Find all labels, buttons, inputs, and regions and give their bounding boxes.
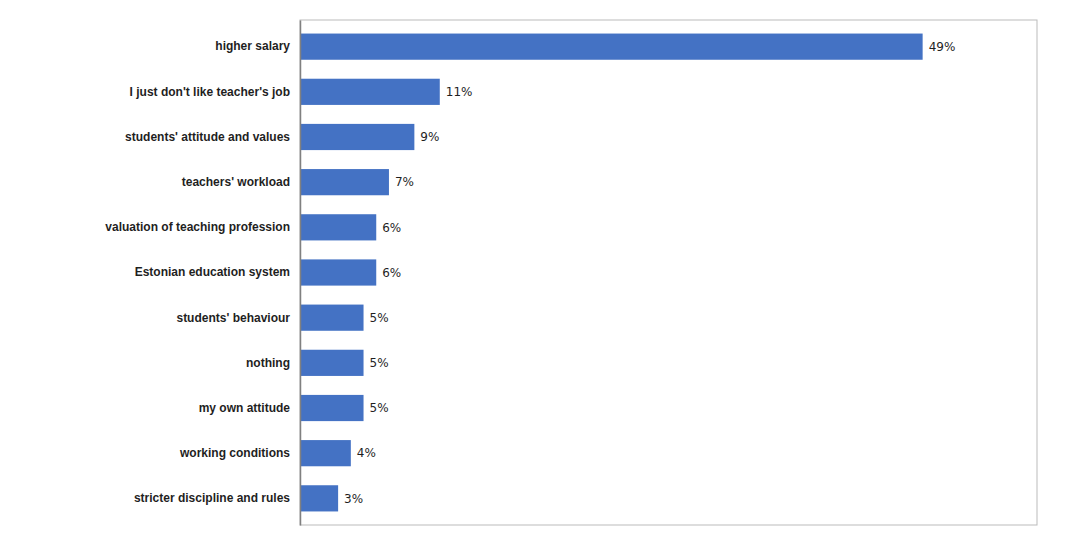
data-label: 6%: [382, 266, 401, 280]
bar: [300, 79, 440, 105]
y-tick: my own attitude: [199, 401, 300, 415]
y-tick-label: Estonian education system: [135, 265, 290, 279]
data-label: 4%: [357, 446, 376, 460]
bar: [300, 169, 389, 195]
data-label: 5%: [370, 401, 389, 415]
y-axis: higher salary I just don't like teacher's…: [105, 21, 300, 526]
y-tick-label: stricter discipline and rules: [134, 491, 290, 505]
bar: [300, 214, 376, 240]
data-label: 3%: [344, 492, 363, 506]
bars: [300, 34, 923, 512]
y-tick-label: valuation of teaching profession: [105, 220, 290, 234]
data-label: 7%: [395, 175, 414, 189]
y-tick-label: higher salary: [215, 39, 290, 53]
y-tick-label: students' behaviour: [176, 311, 290, 325]
y-tick: higher salary: [215, 39, 300, 53]
plot-area: 3% 4% 5% 5% 5% 6% 6% 7% 9% 11% 49% higher salary I j…: [105, 20, 1037, 526]
y-tick: valuation of teaching profession: [105, 220, 300, 234]
data-label: 5%: [370, 311, 389, 325]
bar: [300, 440, 351, 466]
y-tick-label: working conditions: [179, 446, 290, 460]
data-label: 9%: [420, 130, 439, 144]
bar: [300, 124, 414, 150]
data-label: 49%: [929, 40, 956, 54]
y-tick: nothing: [246, 356, 300, 370]
data-labels: 3% 4% 5% 5% 5% 6% 6% 7% 9% 11% 49%: [344, 40, 955, 506]
y-tick-label: students' attitude and values: [125, 130, 290, 144]
plot-frame: [300, 20, 1037, 525]
y-tick: students' attitude and values: [125, 130, 300, 144]
data-label: 11%: [446, 85, 473, 99]
y-tick: stricter discipline and rules: [134, 491, 300, 505]
y-tick-label: nothing: [246, 356, 290, 370]
chart: 3% 4% 5% 5% 5% 6% 6% 7% 9% 11% 49% higher salary I j…: [0, 0, 1077, 545]
bar: [300, 259, 376, 285]
y-tick-label: I just don't like teacher's job: [130, 85, 290, 99]
y-tick: working conditions: [179, 446, 300, 460]
y-tick-label: teachers' workload: [182, 175, 290, 189]
bar: [300, 305, 364, 331]
data-label: 5%: [370, 356, 389, 370]
data-label: 6%: [382, 221, 401, 235]
bar: [300, 34, 923, 60]
y-tick-label: my own attitude: [199, 401, 291, 415]
bar: [300, 485, 338, 511]
y-tick: teachers' workload: [182, 175, 300, 189]
y-axis-line: [300, 21, 302, 526]
bar: [300, 395, 364, 421]
bar: [300, 350, 364, 376]
y-tick: I just don't like teacher's job: [130, 85, 300, 99]
y-tick: Estonian education system: [135, 265, 300, 279]
y-tick: students' behaviour: [176, 311, 300, 325]
